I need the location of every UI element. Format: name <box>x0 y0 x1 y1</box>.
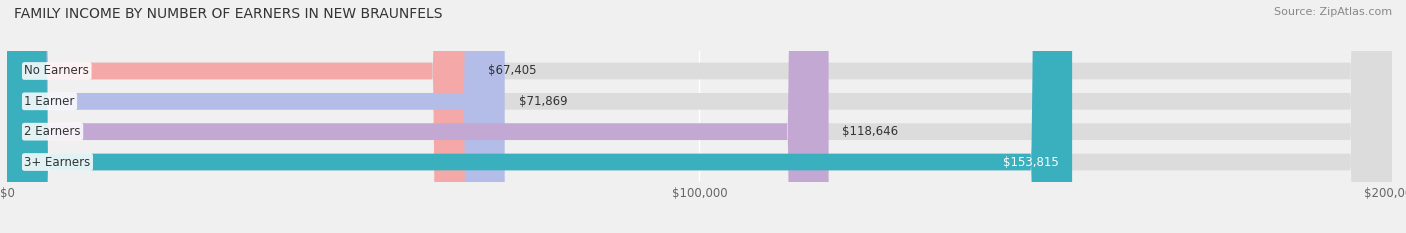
FancyBboxPatch shape <box>7 0 1392 233</box>
FancyBboxPatch shape <box>7 0 505 233</box>
Text: FAMILY INCOME BY NUMBER OF EARNERS IN NEW BRAUNFELS: FAMILY INCOME BY NUMBER OF EARNERS IN NE… <box>14 7 443 21</box>
FancyBboxPatch shape <box>7 0 1073 233</box>
Text: 1 Earner: 1 Earner <box>24 95 75 108</box>
Text: Source: ZipAtlas.com: Source: ZipAtlas.com <box>1274 7 1392 17</box>
FancyBboxPatch shape <box>7 0 1392 233</box>
Text: $118,646: $118,646 <box>842 125 898 138</box>
Text: $67,405: $67,405 <box>488 65 536 78</box>
FancyBboxPatch shape <box>7 0 1392 233</box>
Text: $153,815: $153,815 <box>1002 155 1059 168</box>
Text: No Earners: No Earners <box>24 65 89 78</box>
FancyBboxPatch shape <box>7 0 828 233</box>
Text: $71,869: $71,869 <box>519 95 567 108</box>
FancyBboxPatch shape <box>7 0 1392 233</box>
FancyBboxPatch shape <box>7 0 474 233</box>
Text: 2 Earners: 2 Earners <box>24 125 80 138</box>
Text: 3+ Earners: 3+ Earners <box>24 155 90 168</box>
